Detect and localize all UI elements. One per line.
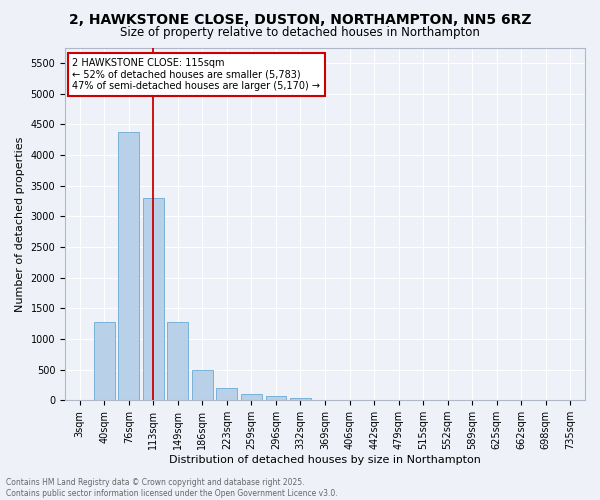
Text: Size of property relative to detached houses in Northampton: Size of property relative to detached ho… <box>120 26 480 39</box>
Bar <box>143 198 164 400</box>
Text: Contains HM Land Registry data © Crown copyright and database right 2025.
Contai: Contains HM Land Registry data © Crown c… <box>6 478 338 498</box>
Bar <box>94 322 115 400</box>
Bar <box>290 398 311 400</box>
Text: 2, HAWKSTONE CLOSE, DUSTON, NORTHAMPTON, NN5 6RZ: 2, HAWKSTONE CLOSE, DUSTON, NORTHAMPTON,… <box>69 12 531 26</box>
Bar <box>241 394 262 400</box>
Text: 2 HAWKSTONE CLOSE: 115sqm
← 52% of detached houses are smaller (5,783)
47% of se: 2 HAWKSTONE CLOSE: 115sqm ← 52% of detac… <box>73 58 320 91</box>
Bar <box>266 396 286 400</box>
Bar <box>217 388 238 400</box>
X-axis label: Distribution of detached houses by size in Northampton: Distribution of detached houses by size … <box>169 455 481 465</box>
Y-axis label: Number of detached properties: Number of detached properties <box>15 136 25 312</box>
Bar <box>118 132 139 400</box>
Bar <box>192 370 213 400</box>
Bar <box>167 322 188 400</box>
